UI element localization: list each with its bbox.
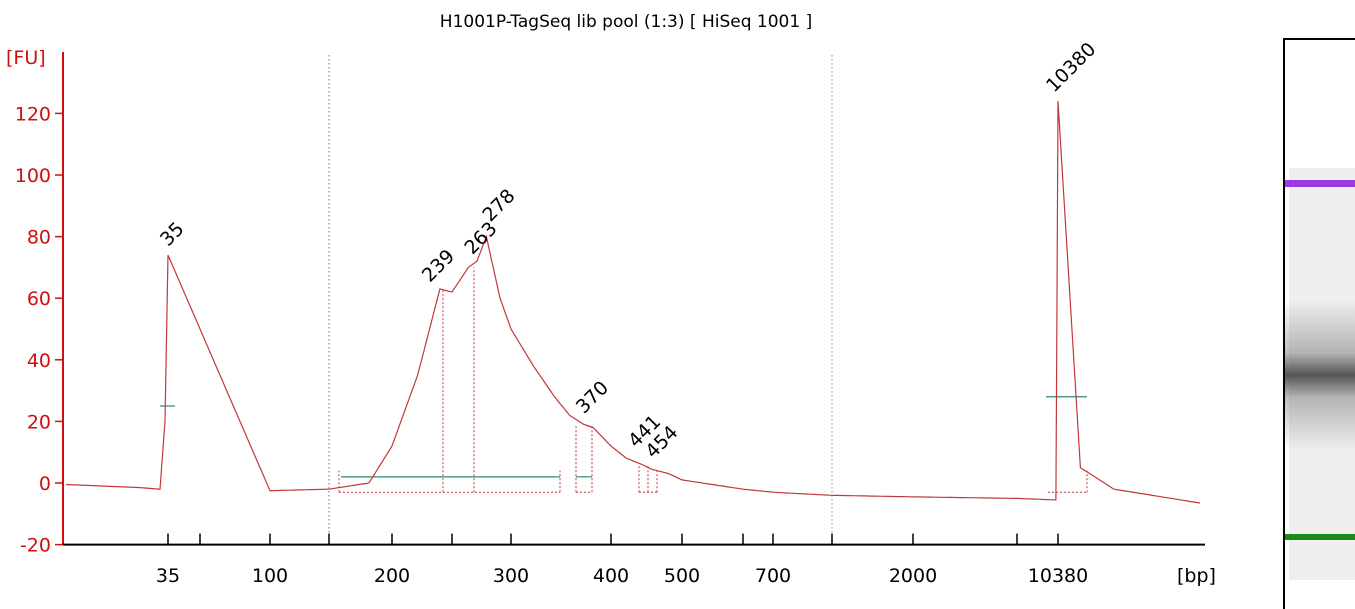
y-tick-label: 120 [15,103,51,125]
chart-title: H1001P-TagSeq lib pool (1:3) [ HiSeq 100… [440,12,812,32]
y-tick-label: -20 [20,535,51,557]
x-tick-label: 200 [374,565,410,587]
peak-label-35: 35 [156,218,189,251]
gel-band-upper-marker [1285,180,1355,187]
x-tick-label: 700 [755,565,791,587]
y-axis: -20 0 20 40 60 80 100 120 [15,52,64,557]
x-tick-label: 35 [156,565,180,587]
gel-lane [1283,38,1355,609]
y-tick-label: 20 [27,411,51,433]
peak-label-370: 370 [572,377,613,418]
x-tick-label: 10380 [1028,565,1088,587]
y-tick-label: 100 [15,165,51,187]
y-axis-unit-label: [FU] [6,47,46,69]
peak-label-10380: 10380 [1042,38,1100,96]
x-axis-unit-label: [bp] [1177,565,1216,587]
x-tick-label: 2000 [889,565,937,587]
x-tick-label: 300 [493,565,529,587]
gel-band-smear [1285,300,1355,450]
y-tick-label: 0 [39,473,51,495]
x-tick-label: 400 [593,565,629,587]
gel-band-lower-marker [1285,534,1355,540]
x-tick-label: 100 [252,565,288,587]
electropherogram-trace [65,101,1201,504]
peak-region-markers [338,267,1088,493]
y-tick-label: 80 [27,227,51,249]
analysis-window-lines [328,55,833,545]
y-tick-label: 60 [27,288,51,310]
y-tick-label: 40 [27,350,51,372]
peak-label-239: 239 [418,245,459,286]
baseline-segments [160,396,1087,478]
x-tick-label: 500 [664,565,700,587]
electropherogram-chart: H1001P-TagSeq lib pool (1:3) [ HiSeq 100… [6,12,1216,587]
x-axis: 35 100 200 300 400 500 700 2000 10380 [63,533,1205,587]
